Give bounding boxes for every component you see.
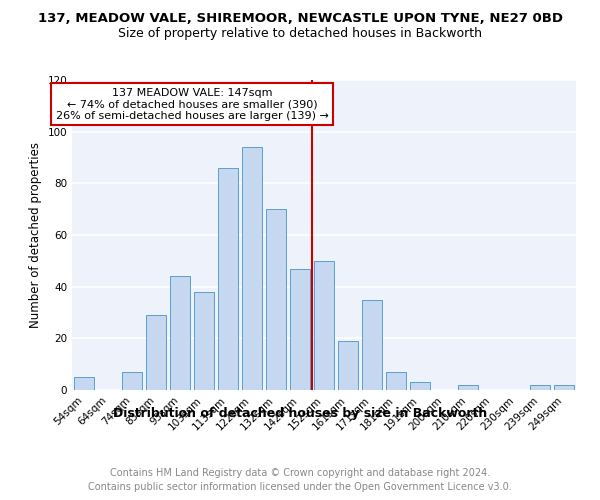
Text: Size of property relative to detached houses in Backworth: Size of property relative to detached ho… — [118, 28, 482, 40]
Bar — [194, 292, 214, 390]
Bar — [362, 300, 382, 390]
Bar — [146, 315, 166, 390]
Text: Contains public sector information licensed under the Open Government Licence v3: Contains public sector information licen… — [88, 482, 512, 492]
Y-axis label: Number of detached properties: Number of detached properties — [29, 142, 42, 328]
Text: 137, MEADOW VALE, SHIREMOOR, NEWCASTLE UPON TYNE, NE27 0BD: 137, MEADOW VALE, SHIREMOOR, NEWCASTLE U… — [37, 12, 563, 26]
Text: Distribution of detached houses by size in Backworth: Distribution of detached houses by size … — [113, 408, 487, 420]
Text: Contains HM Land Registry data © Crown copyright and database right 2024.: Contains HM Land Registry data © Crown c… — [110, 468, 490, 477]
Bar — [290, 268, 310, 390]
Bar — [242, 147, 262, 390]
Bar — [74, 377, 94, 390]
Bar — [122, 372, 142, 390]
Bar — [458, 385, 478, 390]
Bar — [530, 385, 550, 390]
Bar — [338, 341, 358, 390]
Bar — [266, 209, 286, 390]
Text: 137 MEADOW VALE: 147sqm
← 74% of detached houses are smaller (390)
26% of semi-d: 137 MEADOW VALE: 147sqm ← 74% of detache… — [56, 88, 328, 121]
Bar — [386, 372, 406, 390]
Bar — [410, 382, 430, 390]
Bar — [218, 168, 238, 390]
Bar — [170, 276, 190, 390]
Bar — [314, 261, 334, 390]
Bar — [554, 385, 574, 390]
